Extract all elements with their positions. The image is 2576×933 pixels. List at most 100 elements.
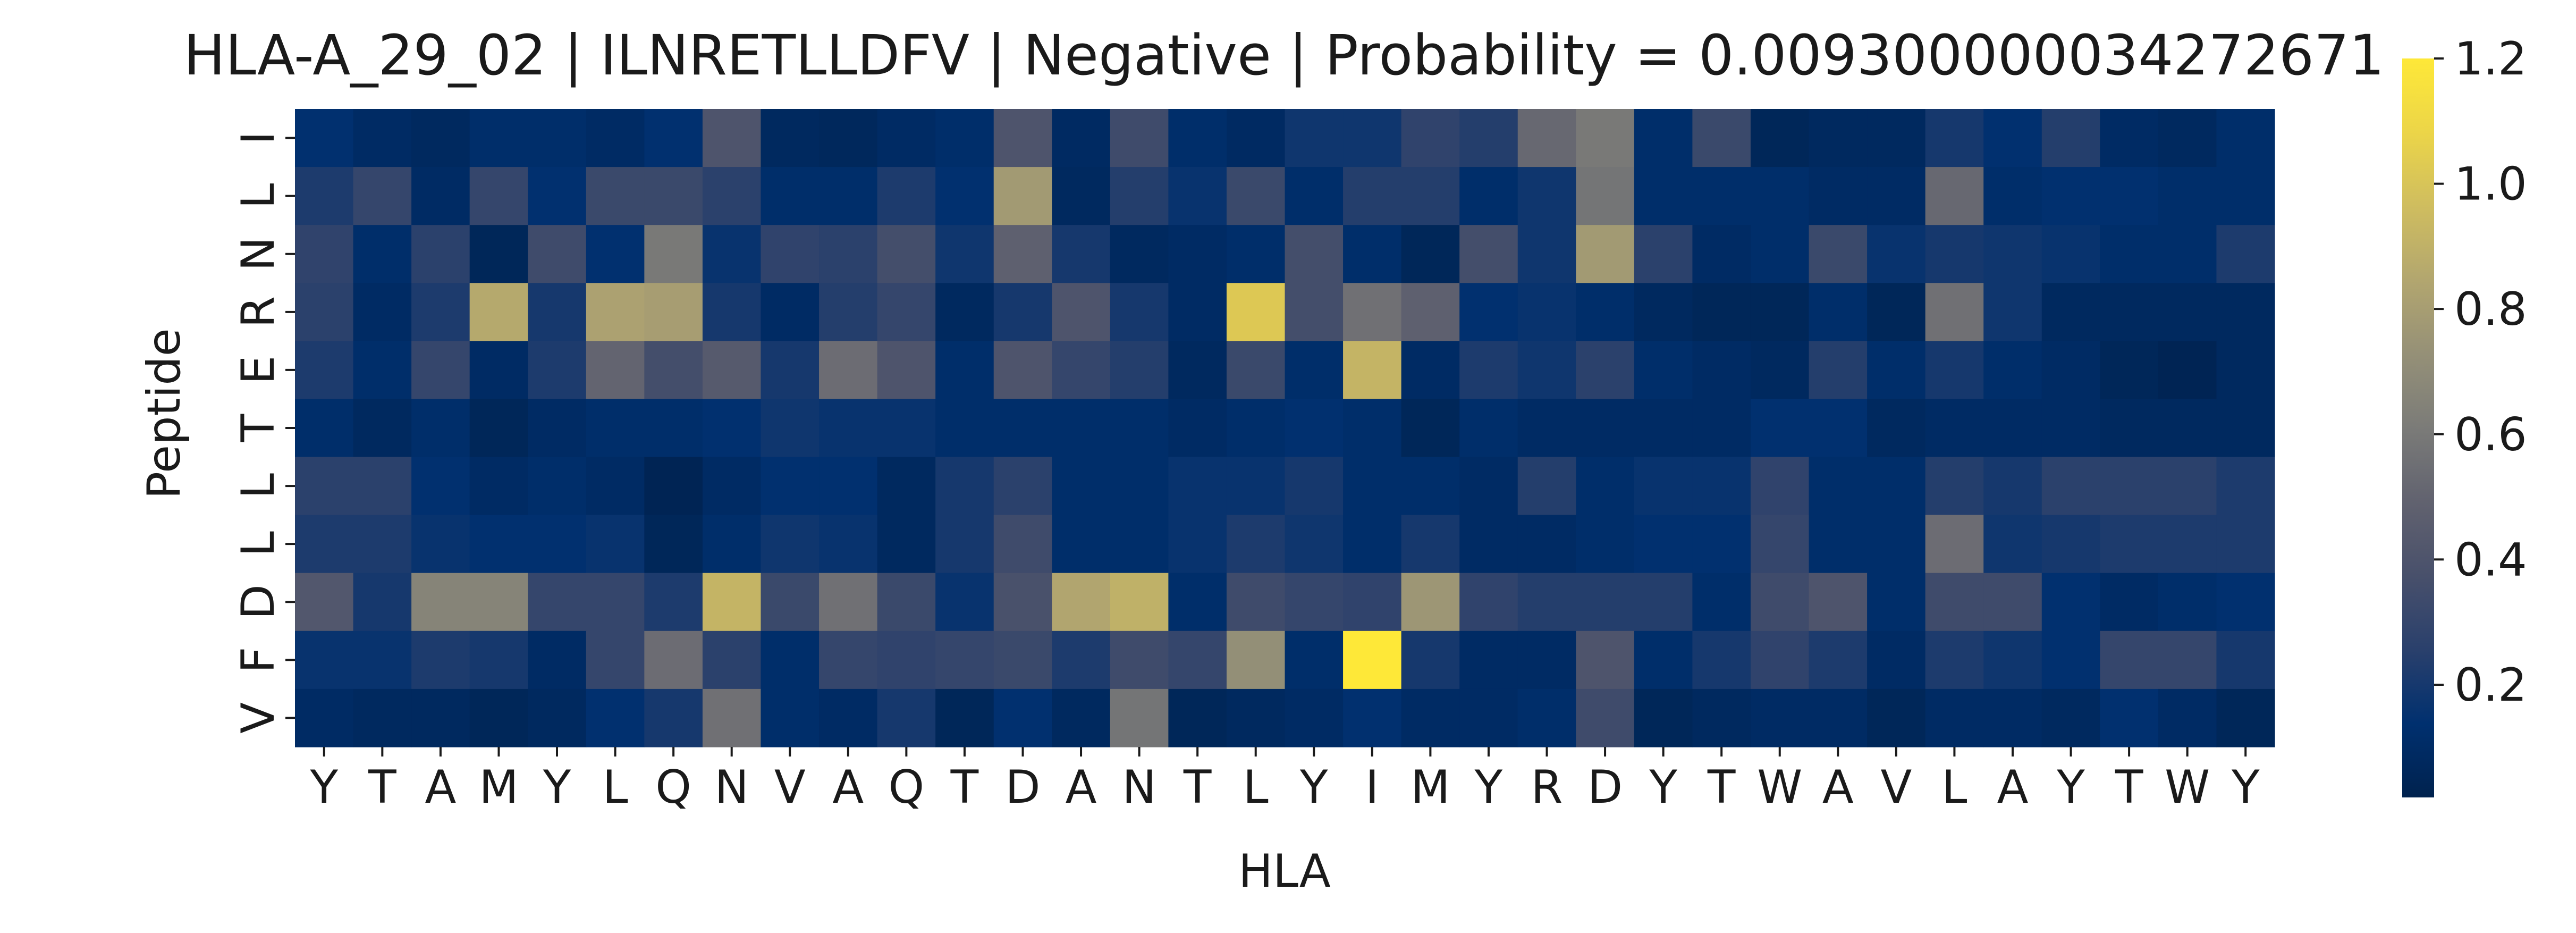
- colorbar-tick-label: 0.8: [2454, 283, 2527, 336]
- heatmap-cell: [1692, 109, 1751, 167]
- heatmap-cell: [1285, 109, 1344, 167]
- heatmap-cell: [1634, 515, 1693, 574]
- heatmap-cell: [993, 109, 1052, 167]
- heatmap-cell: [1750, 341, 1810, 400]
- heatmap-cell: [1634, 573, 1693, 632]
- heatmap-cell: [1634, 341, 1693, 400]
- heatmap-cell: [528, 457, 587, 516]
- heatmap-cell: [1168, 457, 1227, 516]
- heatmap-cell: [2041, 631, 2100, 690]
- heatmap-cell: [1809, 631, 1868, 690]
- heatmap-cell: [295, 573, 354, 632]
- heatmap-cell: [1226, 167, 1286, 225]
- heatmap-cell: [1867, 225, 1926, 283]
- heatmap-cell: [586, 167, 645, 225]
- heatmap-cell: [644, 225, 703, 283]
- x-tick-label: W: [1757, 761, 1802, 814]
- heatmap-cell: [1052, 167, 1111, 225]
- heatmap-cell: [1343, 283, 1402, 341]
- heatmap-cell: [877, 631, 936, 690]
- heatmap-cell: [411, 225, 470, 283]
- heatmap-cell: [469, 167, 528, 225]
- heatmap-cell: [411, 457, 470, 516]
- heatmap-cell: [2216, 109, 2275, 167]
- y-tick-label: F: [232, 647, 285, 673]
- heatmap-cell: [761, 283, 820, 341]
- heatmap-cell: [1925, 515, 1984, 574]
- x-tick-label: N: [1122, 761, 1156, 814]
- heatmap-cell: [819, 341, 878, 400]
- heatmap-cell: [411, 515, 470, 574]
- y-tick-label: I: [232, 131, 285, 145]
- y-tick-label: V: [232, 702, 285, 734]
- heatmap-cell: [993, 167, 1052, 225]
- heatmap-cell: [1983, 573, 2042, 632]
- heatmap-cell: [819, 399, 878, 458]
- heatmap-cell: [1459, 283, 1518, 341]
- heatmap-cell: [935, 631, 994, 690]
- heatmap-cell: [761, 688, 820, 747]
- heatmap-cell: [1576, 457, 1635, 516]
- heatmap-cell: [586, 341, 645, 400]
- heatmap-cell: [644, 399, 703, 458]
- heatmap-cell: [2100, 341, 2159, 400]
- heatmap-cell: [1459, 457, 1518, 516]
- heatmap-cell: [1809, 341, 1868, 400]
- heatmap-cell: [353, 688, 412, 747]
- heatmap-cell: [411, 399, 470, 458]
- heatmap-cell: [644, 167, 703, 225]
- x-tick-label: D: [1587, 761, 1623, 814]
- heatmap-cell: [1226, 515, 1286, 574]
- heatmap-cell: [528, 631, 587, 690]
- heatmap-cell: [1226, 225, 1286, 283]
- heatmap-cell: [1285, 631, 1344, 690]
- heatmap-cell: [819, 688, 878, 747]
- heatmap-cell: [935, 167, 994, 225]
- heatmap-cell: [761, 225, 820, 283]
- heatmap-cell: [702, 573, 762, 632]
- heatmap-cell: [1576, 283, 1635, 341]
- heatmap-cell: [761, 341, 820, 400]
- heatmap-cell: [877, 399, 936, 458]
- heatmap-cell: [819, 457, 878, 516]
- heatmap-cell: [1925, 573, 1984, 632]
- heatmap-cell: [1343, 399, 1402, 458]
- heatmap-cell: [2041, 688, 2100, 747]
- heatmap-cell: [1576, 109, 1635, 167]
- heatmap-cell: [528, 399, 587, 458]
- heatmap-cell: [1867, 341, 1926, 400]
- heatmap-cell: [2041, 167, 2100, 225]
- heatmap-cell: [1867, 167, 1926, 225]
- heatmap-cell: [469, 515, 528, 574]
- heatmap-cell: [993, 515, 1052, 574]
- colorbar-tick-label: 0.2: [2454, 659, 2527, 712]
- heatmap-cell: [2158, 631, 2217, 690]
- heatmap-cell: [528, 109, 587, 167]
- heatmap-cell: [877, 167, 936, 225]
- heatmap-cell: [295, 167, 354, 225]
- heatmap-cell: [877, 573, 936, 632]
- heatmap-cell: [2216, 399, 2275, 458]
- heatmap-cell: [761, 167, 820, 225]
- heatmap-cell: [877, 341, 936, 400]
- heatmap-cell: [702, 688, 762, 747]
- heatmap-cell: [1634, 167, 1693, 225]
- heatmap-cell: [1285, 457, 1344, 516]
- heatmap-cell: [586, 573, 645, 632]
- heatmap-cell: [586, 688, 645, 747]
- heatmap-cell: [1983, 341, 2042, 400]
- heatmap-cell: [761, 515, 820, 574]
- heatmap-cell: [644, 457, 703, 516]
- heatmap-cell: [1459, 515, 1518, 574]
- heatmap-cell: [295, 688, 354, 747]
- heatmap-cell: [469, 399, 528, 458]
- heatmap-cell: [2216, 515, 2275, 574]
- x-tick-label: A: [425, 761, 456, 814]
- heatmap-cell: [993, 457, 1052, 516]
- heatmap-cell: [295, 341, 354, 400]
- y-tick-label: D: [232, 584, 285, 619]
- heatmap-cell: [2216, 457, 2275, 516]
- heatmap-cell: [1110, 225, 1169, 283]
- heatmap-cell: [993, 573, 1052, 632]
